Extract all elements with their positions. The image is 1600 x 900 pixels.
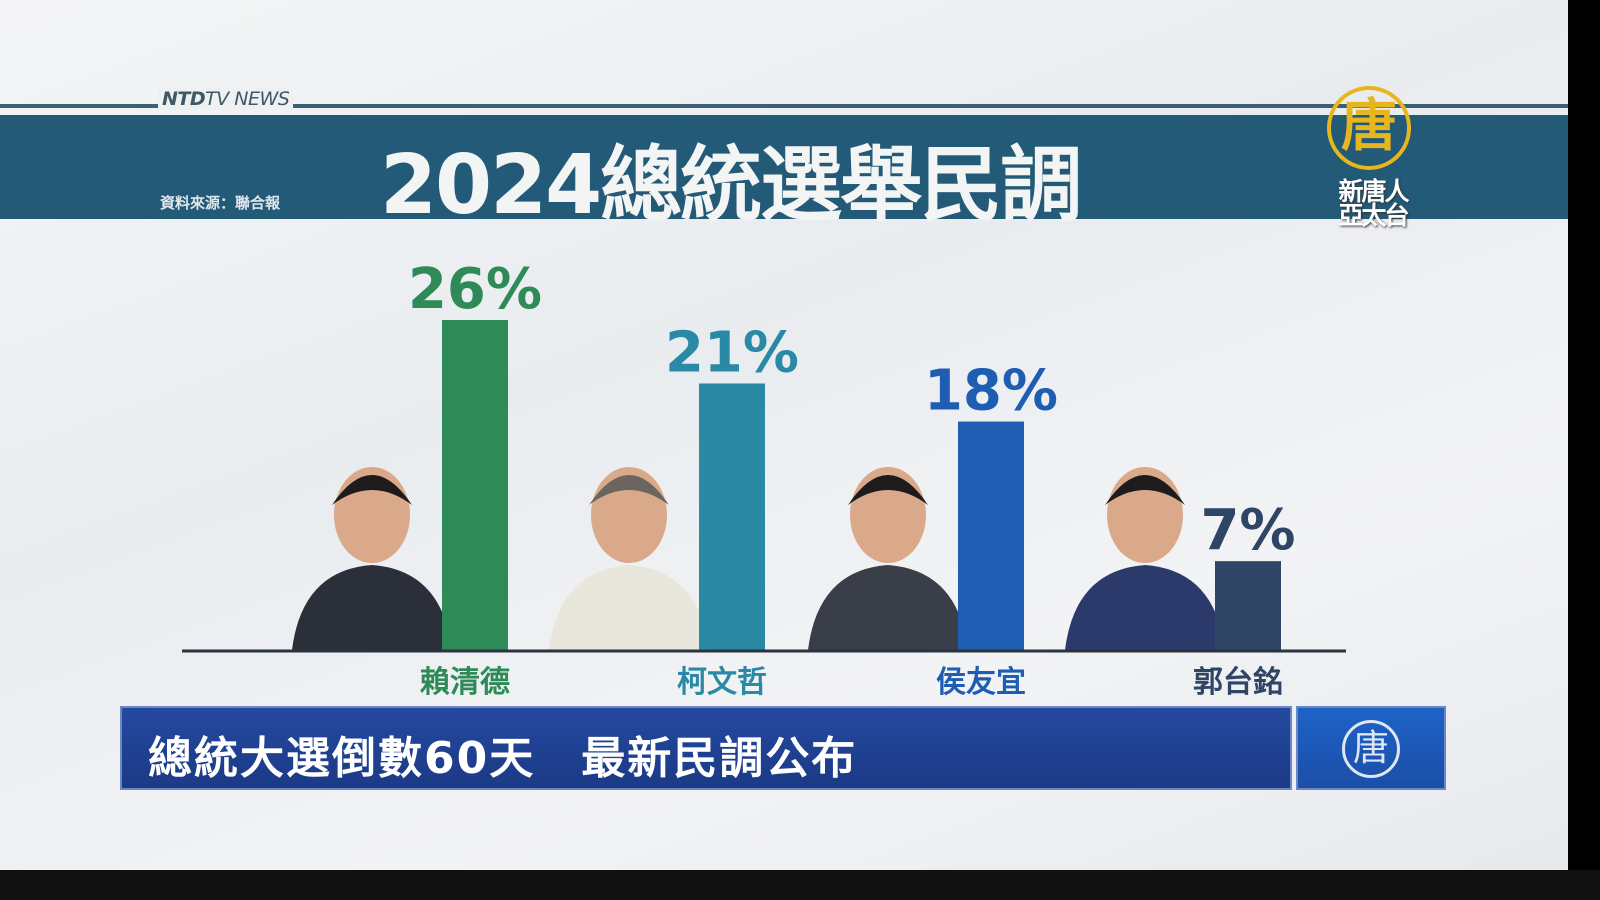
candidate-photo: [549, 467, 709, 650]
bar-郭台銘: [1215, 561, 1281, 650]
category-label: 侯友宜: [936, 665, 1026, 700]
title-bar: [0, 115, 1568, 219]
candidate-hair: [848, 475, 928, 505]
candidate-body: [292, 565, 452, 650]
category-label: 賴清德: [420, 665, 510, 700]
header-rule: [0, 104, 1568, 108]
data-source: 資料來源：聯合報: [160, 194, 281, 212]
lower-third-logo: 唐: [1296, 706, 1446, 790]
value-label: 26%: [408, 257, 542, 322]
frame-edge: [1568, 0, 1600, 900]
tang-logo-icon: 唐: [1342, 720, 1400, 778]
brand-rest: TV NEWS: [205, 88, 290, 110]
value-label: 18%: [924, 359, 1058, 424]
logo-line2: 亞太台: [1338, 201, 1409, 230]
category-label: 柯文哲: [677, 665, 767, 700]
frame-edge: [0, 870, 1600, 900]
candidate-hair: [589, 475, 669, 505]
logo-line1: 新唐人: [1338, 177, 1409, 206]
category-label: 郭台銘: [1193, 665, 1283, 700]
poll-bar-chart: 26% 賴清德 21% 柯文哲 18% 侯友宜 7% 郭台銘: [182, 257, 1346, 700]
lower-third-banner: 總統大選倒數60天 最新民調公布: [120, 706, 1292, 790]
bar-侯友宜: [958, 421, 1024, 650]
broadcast-frame: NTDTV NEWS 2024總統選舉民調 資料來源：聯合報 唐 新唐人 亞太台…: [0, 0, 1568, 882]
candidate-photo: [292, 467, 452, 650]
candidate-body: [549, 565, 709, 650]
candidate-photo: [1065, 467, 1225, 650]
candidate-body: [808, 565, 968, 650]
lower-third-text: 總統大選倒數60天 最新民調公布: [148, 733, 858, 784]
ntd-logo: 唐 新唐人 亞太台: [1318, 84, 1428, 234]
candidate-hair: [332, 475, 412, 505]
candidate-body: [1065, 565, 1225, 650]
candidate-hair: [1105, 475, 1185, 505]
chart-title: 2024總統選舉民調: [380, 138, 1082, 233]
value-label: 21%: [665, 320, 799, 385]
bar-賴清德: [442, 320, 508, 650]
candidate-photo: [808, 467, 968, 650]
ntd-tv-news-brand: NTDTV NEWS: [158, 88, 294, 110]
brand-bold: NTD: [162, 88, 206, 110]
tang-logo-icon: 唐: [1327, 86, 1411, 170]
value-label: 7%: [1200, 498, 1295, 563]
bar-柯文哲: [699, 383, 765, 650]
